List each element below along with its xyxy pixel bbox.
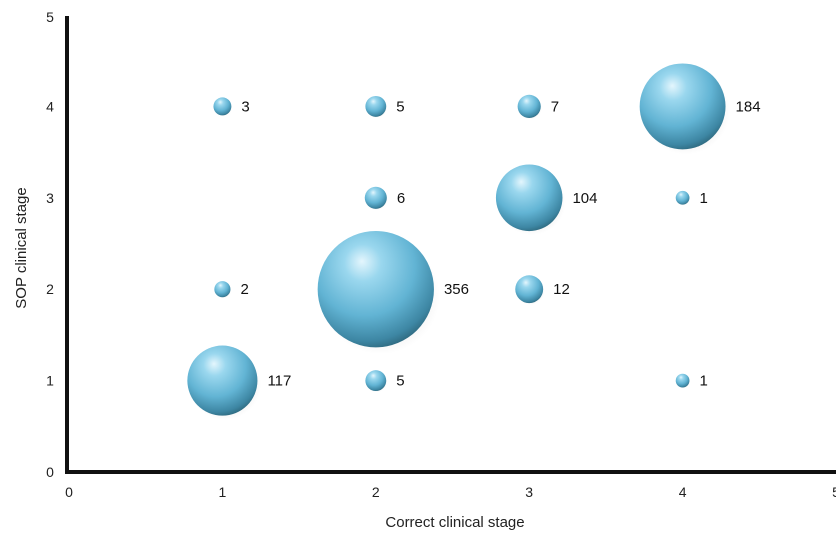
y-tick-label: 1	[46, 373, 54, 389]
y-tick-labels: 0 1 2 3 4 5	[46, 9, 54, 480]
bubble-value-label: 5	[396, 98, 404, 115]
bubbles-layer	[187, 63, 730, 420]
x-axis-label: Correct clinical stage	[385, 514, 524, 531]
bubble-value-label: 1	[699, 373, 707, 390]
x-tick-label: 5	[832, 484, 836, 500]
bubble-value-label: 2	[240, 281, 248, 298]
bubble-point	[639, 63, 726, 150]
bubble-point	[495, 164, 563, 232]
bubble-point	[517, 94, 541, 118]
x-tick-label: 1	[219, 484, 227, 500]
bubble-point	[364, 186, 387, 209]
bubble-point	[317, 231, 434, 348]
x-tick-label: 0	[65, 484, 73, 500]
bubble-point	[214, 281, 231, 298]
bubble-value-label: 104	[572, 190, 597, 207]
bubble-value-label: 7	[551, 98, 559, 115]
bubble-value-label: 3	[241, 98, 249, 115]
y-tick-label: 5	[46, 9, 54, 25]
bubble-value-label: 184	[736, 98, 761, 115]
bubble-value-label: 6	[397, 190, 405, 207]
x-tick-label: 3	[525, 484, 533, 500]
y-tick-label: 0	[46, 464, 54, 480]
bubble-point	[365, 95, 387, 117]
y-tick-label: 3	[46, 190, 54, 206]
bubble-point	[515, 275, 544, 304]
y-axis-label: SOP clinical stage	[13, 187, 30, 308]
y-tick-label: 2	[46, 281, 54, 297]
y-tick-label: 4	[46, 98, 54, 114]
bubble-value-label: 117	[267, 373, 291, 390]
bubble-value-label: 5	[396, 373, 404, 390]
bubble-value-label: 356	[444, 281, 469, 298]
bubble-value-label: 12	[553, 281, 570, 298]
x-tick-labels: 0 1 2 3 4 5	[65, 484, 836, 500]
bubble-point	[365, 370, 387, 392]
bubble-point	[187, 345, 258, 416]
bubble-point	[675, 190, 690, 205]
bubble-point	[213, 97, 232, 116]
x-tick-label: 4	[679, 484, 687, 500]
bubble-value-label: 1	[699, 190, 707, 207]
x-tick-label: 2	[372, 484, 380, 500]
bubble-point	[675, 373, 690, 388]
